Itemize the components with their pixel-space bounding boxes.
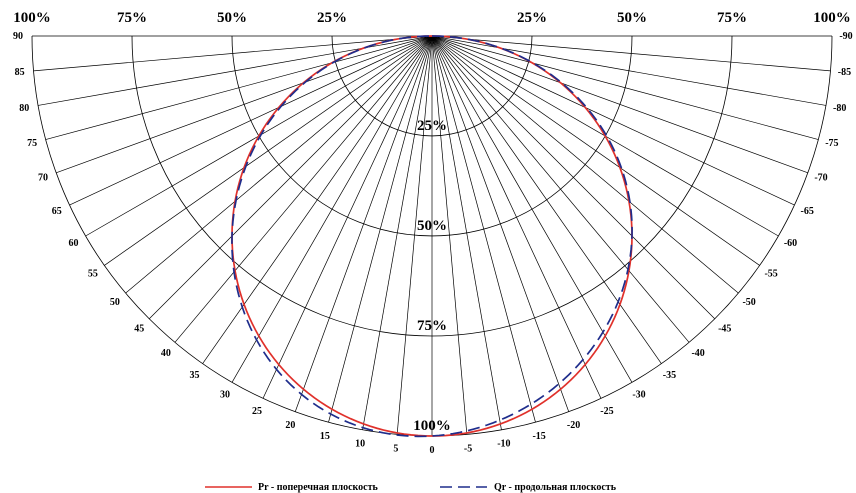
top-percent-label: 100% — [813, 10, 851, 26]
angle-label-left: 10 — [355, 439, 365, 450]
angle-label-left: 45 — [134, 324, 144, 335]
angle-label-right: -65 — [801, 206, 814, 217]
angle-label-right: -70 — [814, 173, 827, 184]
angle-label-left: 75 — [27, 138, 37, 149]
top-percent-label: 25% — [517, 10, 547, 26]
top-percent-label: 75% — [117, 10, 147, 26]
angle-label-right: -35 — [663, 370, 676, 381]
angle-label-right: -50 — [742, 297, 755, 308]
top-percent-label: 100% — [13, 10, 51, 26]
series-line-qr — [231, 35, 633, 438]
angle-label-left: 55 — [88, 268, 98, 279]
angle-label-right: -20 — [567, 420, 580, 431]
angle-label-left: 5 — [393, 443, 398, 454]
angle-label-left: 20 — [285, 420, 295, 431]
grid-ring — [131, 35, 733, 337]
ring-label: 75% — [417, 318, 447, 334]
angle-label-right: -30 — [632, 390, 645, 401]
angle-label-left: 0 — [430, 445, 435, 456]
legend-label-qr: Qr - продольная плоскость — [494, 482, 617, 493]
grid-ring — [331, 35, 533, 137]
angle-label-right: -40 — [691, 348, 704, 359]
angle-label-right: -80 — [833, 103, 846, 114]
top-percent-label: 75% — [717, 10, 747, 26]
ring-label: 100% — [413, 418, 451, 434]
angle-label-right: -10 — [497, 439, 510, 450]
angle-label-left: 60 — [68, 238, 78, 249]
angle-label-right: -60 — [784, 238, 797, 249]
angle-label-left: 50 — [110, 297, 120, 308]
angle-label-left: 15 — [320, 431, 330, 442]
ring-label: 25% — [417, 118, 447, 134]
angle-label-right: -55 — [764, 268, 777, 279]
angle-label-right: -75 — [825, 138, 838, 149]
top-percent-label: 50% — [217, 10, 247, 26]
angle-label-left: 90 — [13, 31, 23, 42]
top-percent-label: 50% — [617, 10, 647, 26]
angle-label-right: -5 — [464, 443, 472, 454]
top-percent-label: 25% — [317, 10, 347, 26]
angle-label-right: -45 — [718, 324, 731, 335]
angle-label-left: 85 — [15, 67, 25, 78]
angle-label-left: 40 — [161, 348, 171, 359]
angle-label-right: -90 — [839, 31, 852, 42]
legend: Pr - поперечная плоскость Qr - продольна… — [205, 482, 617, 493]
angle-label-right: -25 — [600, 406, 613, 417]
angle-label-left: 35 — [190, 370, 200, 381]
angle-label-left: 30 — [220, 390, 230, 401]
ring-label: 50% — [417, 218, 447, 234]
legend-label-pr: Pr - поперечная плоскость — [258, 482, 379, 493]
series-line-pr — [231, 35, 633, 437]
grid-ring — [231, 35, 633, 237]
angle-label-left: 65 — [52, 206, 62, 217]
angle-label-right: -15 — [532, 431, 545, 442]
angle-label-left: 25 — [252, 406, 262, 417]
angle-label-left: 80 — [19, 103, 29, 114]
series-layer — [231, 35, 633, 438]
angle-label-right: -85 — [838, 67, 851, 78]
angle-label-left: 70 — [38, 173, 48, 184]
labels-layer: 0 5 10 15 20 25 30 35 40 45 50 55 60 65 70 75 80 85 90 -5 -1… — [13, 10, 853, 456]
